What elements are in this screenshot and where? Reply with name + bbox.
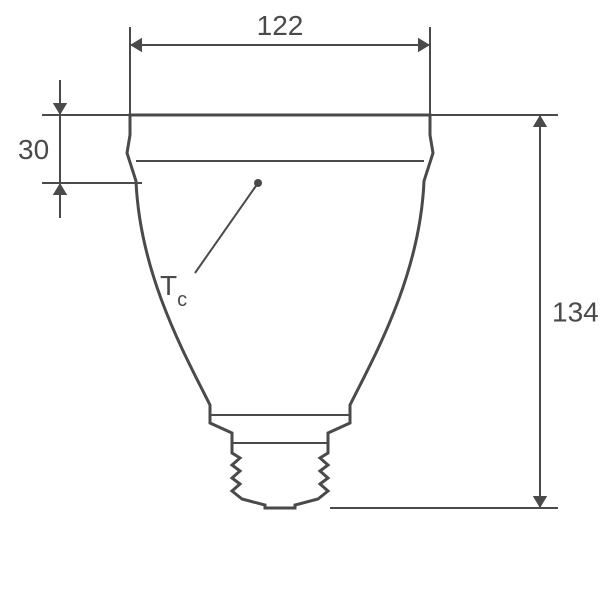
dim-width-value: 122 [257,10,304,41]
dim-tc-value: 30 [18,134,49,165]
arrowhead [533,496,547,508]
tc-leader [195,183,258,273]
lamp-outline [127,115,433,508]
dim-height-value: 134 [552,297,599,328]
lamp-dimension-diagram: 12213430Tc [0,0,600,600]
arrowhead [533,115,547,127]
arrowhead [418,38,430,52]
arrowhead [130,38,142,52]
